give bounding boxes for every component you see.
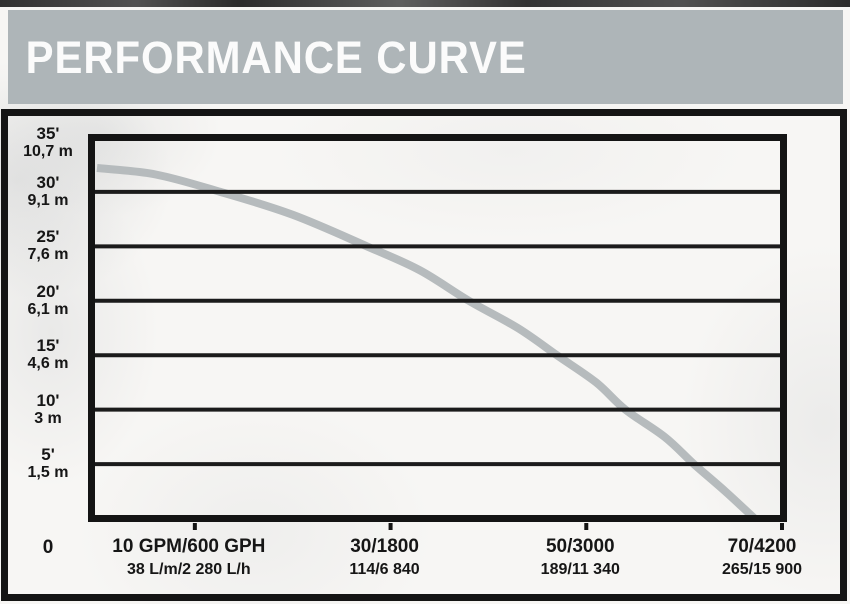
plot-border (88, 134, 787, 522)
header-bar: PERFORMANCE CURVE (8, 10, 843, 104)
chart-frame (1, 109, 847, 601)
axis-tick (192, 523, 197, 530)
axis-tick (584, 523, 589, 530)
scan-artifact-top (0, 0, 850, 7)
axis-tick (388, 523, 393, 530)
axis-tick (780, 523, 784, 530)
pump-curve (96, 164, 758, 522)
page-title: PERFORMANCE CURVE (25, 31, 527, 83)
